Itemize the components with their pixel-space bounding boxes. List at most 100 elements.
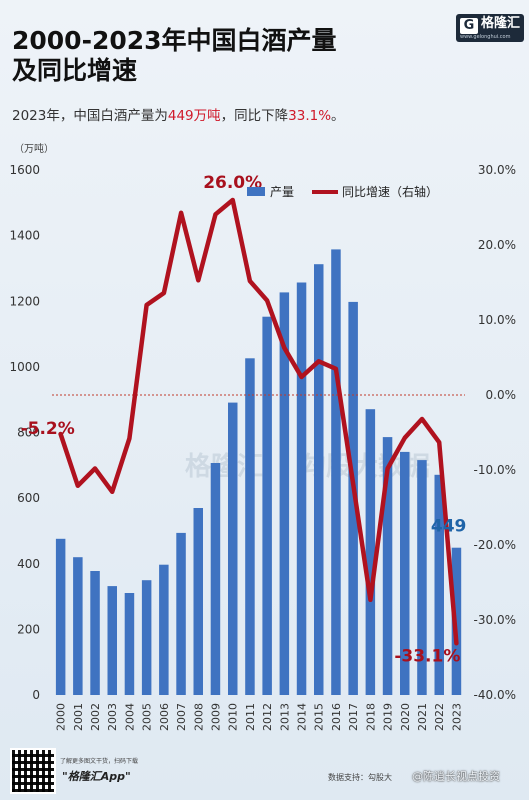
growth-line bbox=[58, 197, 459, 646]
bar-2005 bbox=[141, 580, 152, 695]
bar-2013 bbox=[279, 292, 290, 695]
bar-2002 bbox=[90, 571, 100, 695]
subtitle-change: 33.1% bbox=[288, 108, 332, 124]
growth-point-2007 bbox=[179, 211, 183, 215]
growth-point-2004 bbox=[127, 437, 131, 440]
data-label-2: -33.1% bbox=[394, 646, 460, 666]
title-line-2: 及同比增速 bbox=[12, 56, 138, 85]
x-tick-label: 2017 bbox=[347, 703, 360, 731]
growth-point-2000 bbox=[59, 432, 63, 436]
brand-name: 格隆汇 bbox=[481, 16, 521, 31]
growth-point-2013 bbox=[282, 346, 286, 350]
growth-point-2006 bbox=[162, 291, 166, 295]
brand-logo: G 格隆汇 www.gelonghui.com bbox=[456, 14, 524, 42]
bar-2012 bbox=[262, 316, 272, 695]
growth-line-series bbox=[58, 197, 459, 646]
credit-watermark: @陈逍长视点投资 bbox=[412, 770, 500, 783]
bar-2016 bbox=[331, 249, 341, 695]
bar-2021 bbox=[417, 460, 427, 695]
x-tick-label: 2013 bbox=[278, 703, 291, 731]
bar-2003 bbox=[107, 586, 117, 695]
bar-2022 bbox=[434, 474, 444, 695]
right-tick-label: 30.0% bbox=[478, 163, 516, 177]
bar-2019 bbox=[382, 437, 393, 695]
growth-point-2018 bbox=[368, 598, 372, 602]
brand-url: www.gelonghui.com bbox=[460, 34, 511, 40]
bar-2010 bbox=[228, 402, 238, 695]
growth-point-2008 bbox=[196, 278, 200, 282]
growth-point-2020 bbox=[403, 436, 407, 440]
bar-2006 bbox=[159, 564, 169, 695]
right-tick-label: -10.0% bbox=[474, 463, 516, 477]
left-tick-label: 600 bbox=[17, 491, 40, 505]
x-tick-label: 2020 bbox=[399, 703, 412, 731]
x-axis: 2000 2001 2002 2003 2004 2005 2006 2007 2008 2009… bbox=[55, 703, 464, 731]
bar-2001 bbox=[73, 557, 83, 695]
right-tick-label: 0.0% bbox=[486, 388, 517, 402]
x-tick-label: 2001 bbox=[72, 703, 85, 731]
left-axis-unit: （万吨） bbox=[14, 144, 54, 155]
data-source: 数据支持：勾股大 bbox=[328, 773, 392, 782]
left-tick-label: 800 bbox=[17, 426, 40, 440]
x-tick-label: 2016 bbox=[330, 703, 343, 731]
subtitle-middle: ，同比下降 bbox=[220, 108, 289, 124]
app-name: "格隆汇App" bbox=[62, 770, 131, 783]
growth-point-2015 bbox=[317, 359, 321, 363]
x-tick-label: 2011 bbox=[244, 703, 257, 731]
x-tick-label: 2018 bbox=[364, 703, 377, 731]
growth-point-2010 bbox=[231, 198, 235, 202]
x-tick-label: 2000 bbox=[55, 703, 68, 731]
left-tick-label: 1000 bbox=[9, 360, 40, 374]
legend-bar-swatch bbox=[247, 187, 265, 196]
right-axis: 30.0% 20.0% 10.0% 0.0% -10.0% -20.0% -30.0% -40… bbox=[474, 163, 516, 702]
page-title: 2000-2023年中国白酒产量 及同比增速 bbox=[12, 26, 337, 86]
bar-2004 bbox=[124, 593, 135, 695]
x-tick-label: 2007 bbox=[175, 703, 188, 731]
data-labels: 26.0%-5.2%-33.1%449 bbox=[21, 173, 467, 666]
bar-2015 bbox=[314, 264, 324, 695]
growth-point-2002 bbox=[93, 467, 97, 470]
right-tick-label: -40.0% bbox=[474, 688, 516, 702]
x-tick-label: 2022 bbox=[433, 703, 446, 731]
x-tick-label: 2014 bbox=[296, 703, 309, 731]
growth-point-2019 bbox=[386, 467, 390, 470]
brand-mark-icon: G bbox=[460, 18, 478, 34]
left-tick-label: 1200 bbox=[9, 294, 40, 308]
growth-point-2022 bbox=[437, 440, 441, 444]
bar-2014 bbox=[296, 282, 307, 695]
bar-2000 bbox=[55, 538, 66, 695]
left-tick-label: 1600 bbox=[9, 163, 40, 177]
left-tick-label: 0 bbox=[32, 688, 40, 702]
left-axis: 0 200 400 600 800 1000 1200 1400 1600 bbox=[9, 163, 40, 702]
growth-point-2005 bbox=[145, 303, 149, 307]
qr-code-icon bbox=[10, 748, 56, 794]
legend: 产量 同比增速（右轴） bbox=[247, 184, 438, 199]
x-tick-label: 2005 bbox=[141, 703, 154, 731]
left-tick-label: 400 bbox=[17, 557, 40, 571]
left-tick-label: 200 bbox=[17, 622, 40, 636]
scan-text: 了解更多图文干货，扫码下载 bbox=[60, 758, 139, 765]
data-label-3: 449 bbox=[431, 517, 467, 537]
legend-bar-label: 产量 bbox=[270, 185, 294, 199]
x-tick-label: 2009 bbox=[209, 703, 222, 731]
x-tick-label: 2006 bbox=[158, 703, 171, 731]
bar-2007 bbox=[176, 532, 186, 695]
bar-series bbox=[55, 249, 462, 695]
right-tick-label: 10.0% bbox=[478, 313, 516, 327]
left-tick-label: 1400 bbox=[9, 229, 40, 243]
bar-2009 bbox=[210, 463, 221, 695]
growth-point-2001 bbox=[76, 484, 80, 488]
footer: 了解更多图文干货，扫码下载 "格隆汇App" 数据支持：勾股大 @陈逍长视点投资 bbox=[0, 742, 529, 800]
x-tick-label: 2008 bbox=[192, 703, 205, 731]
subtitle-suffix: 。 bbox=[331, 108, 345, 124]
title-line-1: 2000-2023年中国白酒产量 bbox=[12, 26, 337, 55]
right-tick-label: -20.0% bbox=[474, 538, 516, 552]
x-tick-label: 2004 bbox=[123, 703, 136, 731]
growth-point-2016 bbox=[334, 367, 338, 371]
growth-point-2023 bbox=[454, 641, 458, 645]
legend-line-label: 同比增速（右轴） bbox=[342, 184, 438, 199]
data-label-1: -5.2% bbox=[21, 419, 75, 439]
subtitle-value: 449万吨 bbox=[167, 108, 221, 124]
